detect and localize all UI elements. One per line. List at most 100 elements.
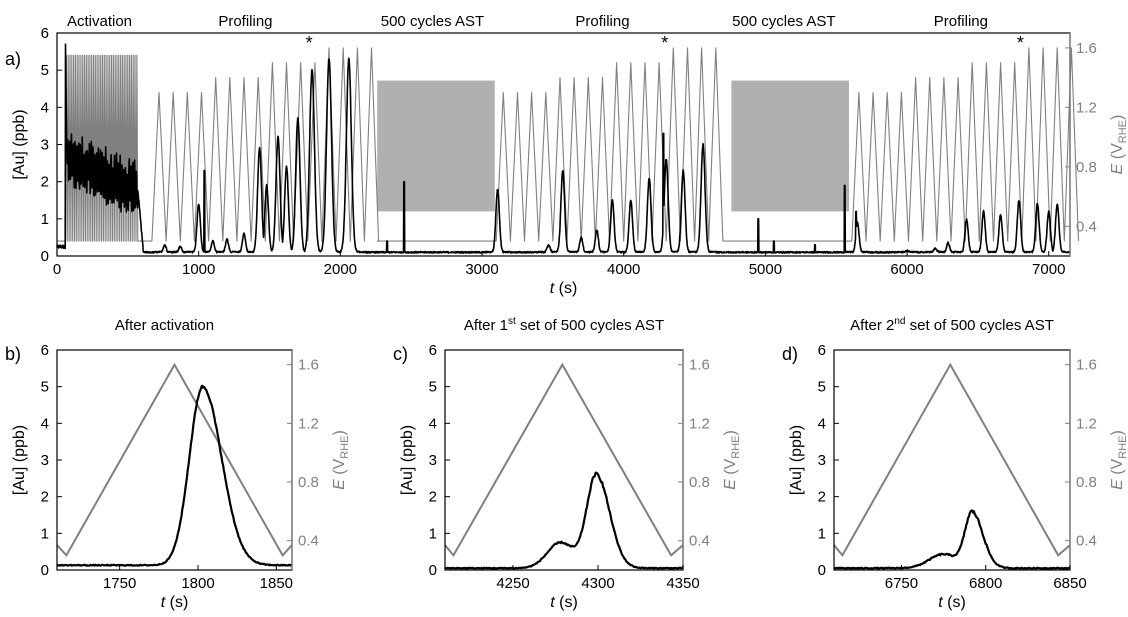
y2-tick-label: 1.6 [1076,357,1097,374]
y-tick-label: 4 [818,415,826,432]
y-tick-label: 0 [41,562,49,579]
panel-c: After 1st set of 500 cycles AST 4250 4300 4… [393,316,742,611]
panel-b: After activation 1750 1800 1850 0 1 2 3 4 5 6 0.4 0.… [5,317,351,611]
x-tick-label: 3000 [465,261,498,278]
E-potential-line [833,362,1071,558]
panel-title: After 2nd set of 500 cycles AST [850,316,1054,334]
panel-title: After 1st set of 500 cycles AST [464,316,664,334]
y-tick-label: 3 [41,452,49,469]
y2-axis-unit-sub: RHE [730,435,742,458]
y2-axis-label: E (VRHE) [722,430,742,490]
y-tick-label: 1 [818,525,826,542]
y-tick-label: 2 [41,174,49,191]
x-tick-label: 4000 [607,261,640,278]
phase-label: 500 cycles AST [732,13,835,30]
star-marker: * [1017,33,1024,53]
x-tick-label: 1750 [103,575,136,592]
panel-title-sup: nd [894,316,905,327]
y2-axis-unit-close: ) [331,430,348,435]
y2-tick-label: 1.2 [298,415,319,432]
panel-label: c) [393,344,408,364]
y-tick-label: 2 [41,489,49,506]
y2-tick-label: 1.2 [689,415,710,432]
y-tick-label: 3 [41,137,49,154]
x-axis-label: t (s) [550,280,578,297]
phase-label: Profiling [934,13,988,30]
panel-d: After 2nd set of 500 cycles AST 6750 6800 6… [782,316,1128,611]
x-axis-label: t (s) [161,594,189,611]
panel-label: a) [5,49,21,69]
y2-axis-unit-sub: RHE [1117,120,1128,143]
y2-tick-label: 1.2 [1076,415,1097,432]
y-axis-label: [Au] (ppb) [11,109,28,179]
panel-title-sup: st [508,316,516,327]
panel-title-rest: set of 500 cycles AST [905,317,1053,334]
y-tick-label: 4 [41,99,49,116]
x-tick-label: 6850 [1053,575,1086,592]
phase-label: Activation [67,13,132,30]
E-potential-line [57,47,1080,242]
y2-tick-label: 0.4 [1076,533,1097,550]
y-axis-label: [Au] (ppb) [11,425,28,495]
y-tick-label: 6 [429,342,437,359]
y2-tick-label: 0.8 [298,474,319,491]
y-tick-label: 5 [818,379,826,396]
y-tick-label: 5 [429,379,437,396]
phase-label: Profiling [218,13,272,30]
y2-tick-label: 0.4 [1076,218,1097,235]
y2-axis-unit-open: (V [331,458,348,479]
y-tick-label: 4 [41,415,49,432]
star-marker: * [306,33,313,53]
x-tick-label: 2000 [324,261,357,278]
y2-axis-unit-open: (V [1109,458,1126,479]
ast-block [377,80,495,212]
plot-frame [833,349,1071,571]
y2-axis-unit-open: (V [1109,143,1126,164]
x-tick-label: 4300 [581,575,614,592]
Au-concentration-line [444,471,684,570]
y-tick-label: 6 [41,342,49,359]
plot-frame [444,349,684,571]
y2-axis-var: E [1109,163,1126,174]
y-tick-label: 0 [818,562,826,579]
panel-title-main: After 1 [464,317,508,334]
y-tick-label: 6 [818,342,826,359]
x-axis-var: t [938,594,943,611]
panel-label: d) [782,344,798,364]
y-tick-label: 4 [429,415,437,432]
y2-axis-unit-close: ) [722,430,739,435]
y2-axis-var: E [722,479,739,490]
x-axis-unit: (s) [165,594,188,611]
x-tick-label: 5000 [749,261,782,278]
y2-axis-var: E [1109,479,1126,490]
y-tick-label: 5 [41,62,49,79]
x-tick-label: 1800 [181,575,214,592]
y2-axis-unit-sub: RHE [1117,435,1128,458]
y-tick-label: 6 [41,25,49,42]
y2-axis-unit-sub: RHE [339,435,351,458]
y2-axis-unit-open: (V [722,458,739,479]
E-potential-line [444,362,684,558]
y-tick-label: 2 [429,489,437,506]
x-axis-label: t (s) [938,594,966,611]
panel-title-main: After 2 [850,317,894,334]
y-tick-label: 3 [429,452,437,469]
x-tick-label: 0 [53,261,61,278]
y2-tick-label: 0.8 [689,474,710,491]
y-tick-label: 3 [818,452,826,469]
y2-tick-label: 1.6 [689,357,710,374]
star-marker: * [661,33,668,53]
y-tick-label: 1 [41,211,49,228]
y2-tick-label: 0.4 [298,533,319,550]
x-tick-label: 4250 [496,575,529,592]
x-axis-unit: (s) [555,594,578,611]
Au-concentration-line [833,509,1071,570]
y2-tick-label: 0.8 [1076,159,1097,176]
x-tick-label: 6800 [969,575,1002,592]
y2-axis-label: E (VRHE) [1109,115,1128,175]
y2-axis-label: E (VRHE) [331,430,351,490]
x-tick-label: 1850 [260,575,293,592]
y-tick-label: 1 [41,525,49,542]
y2-axis-label: E (VRHE) [1109,430,1128,490]
y2-tick-label: 0.8 [1076,474,1097,491]
